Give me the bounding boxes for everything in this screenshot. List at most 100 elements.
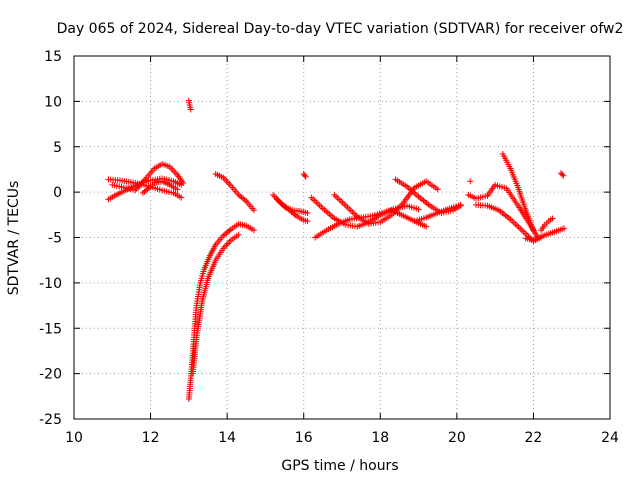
data-point xyxy=(249,205,256,212)
data-point xyxy=(176,193,183,200)
x-tick-label: 16 xyxy=(295,430,313,446)
data-point xyxy=(432,185,439,192)
data-point xyxy=(178,178,185,185)
data-point xyxy=(114,177,121,184)
data-point xyxy=(321,228,328,235)
data-point xyxy=(529,225,536,232)
data-point xyxy=(533,231,540,238)
y-tick-label: 5 xyxy=(53,140,62,156)
data-point xyxy=(506,163,513,170)
data-point xyxy=(168,189,175,196)
x-axis-label: GPS time / hours xyxy=(281,458,398,474)
data-point xyxy=(204,277,211,284)
data-point xyxy=(233,222,240,229)
x-axis-ticks: 10 12 14 16 18 20 22 24 xyxy=(65,56,619,446)
data-point xyxy=(111,192,118,199)
data-point xyxy=(352,212,359,219)
data-point xyxy=(301,172,308,179)
data-point xyxy=(149,167,156,174)
data-point xyxy=(413,192,420,199)
data-point xyxy=(146,184,153,191)
data-point xyxy=(298,216,305,223)
data-point xyxy=(142,176,149,183)
data-points xyxy=(105,97,568,403)
data-point xyxy=(398,201,405,208)
data-point xyxy=(420,215,427,222)
chart-title: Day 065 of 2024, Sidereal Day-to-day VTE… xyxy=(57,21,624,37)
y-tick-label: -5 xyxy=(48,231,62,247)
data-point xyxy=(234,190,241,197)
data-point xyxy=(540,223,547,230)
data-point xyxy=(513,200,520,207)
data-point xyxy=(241,196,248,203)
data-point xyxy=(467,178,474,185)
data-point xyxy=(482,202,489,209)
data-point xyxy=(219,247,226,254)
data-point xyxy=(156,186,163,193)
y-tick-label: -10 xyxy=(39,276,62,292)
data-point xyxy=(559,171,566,178)
data-point xyxy=(398,211,405,218)
data-point xyxy=(302,173,309,180)
data-point xyxy=(200,268,207,275)
data-point xyxy=(522,205,529,212)
data-point xyxy=(367,213,374,220)
data-point xyxy=(318,203,325,210)
data-point xyxy=(494,206,501,213)
data-point xyxy=(455,202,462,209)
data-point xyxy=(287,206,294,213)
data-point xyxy=(249,226,256,233)
y-tick-label: 15 xyxy=(44,49,62,65)
data-point xyxy=(543,231,550,238)
data-point xyxy=(547,216,554,223)
data-point xyxy=(130,179,137,186)
data-point xyxy=(226,181,233,188)
data-point xyxy=(551,228,558,235)
data-point xyxy=(413,205,420,212)
data-point xyxy=(211,259,218,266)
data-point xyxy=(211,243,218,250)
data-point xyxy=(164,163,171,170)
data-point xyxy=(280,202,287,209)
x-tick-label: 20 xyxy=(448,430,466,446)
data-point xyxy=(196,282,203,289)
data-point xyxy=(559,226,566,233)
data-point xyxy=(172,170,179,177)
data-point xyxy=(218,234,225,241)
data-point xyxy=(501,184,508,191)
data-point xyxy=(432,210,439,217)
data-point xyxy=(374,219,381,226)
data-point xyxy=(206,254,213,261)
data-point xyxy=(149,181,156,188)
data-point xyxy=(218,173,225,180)
x-tick-label: 14 xyxy=(218,430,236,446)
y-tick-label: -25 xyxy=(39,412,62,428)
data-point xyxy=(482,193,489,200)
data-point xyxy=(444,206,451,213)
data-point xyxy=(129,186,136,193)
data-point xyxy=(543,219,550,226)
data-point xyxy=(302,217,309,224)
data-point xyxy=(186,99,193,106)
x-tick-label: 12 xyxy=(142,430,160,446)
y-tick-label: 10 xyxy=(44,94,62,110)
data-point xyxy=(168,177,175,184)
data-point xyxy=(176,180,183,187)
data-point xyxy=(378,209,385,216)
data-point xyxy=(164,180,171,187)
data-point xyxy=(118,184,125,191)
data-point xyxy=(241,222,248,229)
data-point xyxy=(172,185,179,192)
data-point xyxy=(329,214,336,221)
data-point xyxy=(514,182,521,189)
data-point xyxy=(226,238,233,245)
data-point xyxy=(517,225,524,232)
x-tick-label: 10 xyxy=(65,430,83,446)
data-point xyxy=(402,182,409,189)
y-tick-label: -15 xyxy=(39,321,62,337)
data-point xyxy=(425,201,432,208)
x-tick-label: 24 xyxy=(601,430,619,446)
data-point xyxy=(198,300,205,307)
